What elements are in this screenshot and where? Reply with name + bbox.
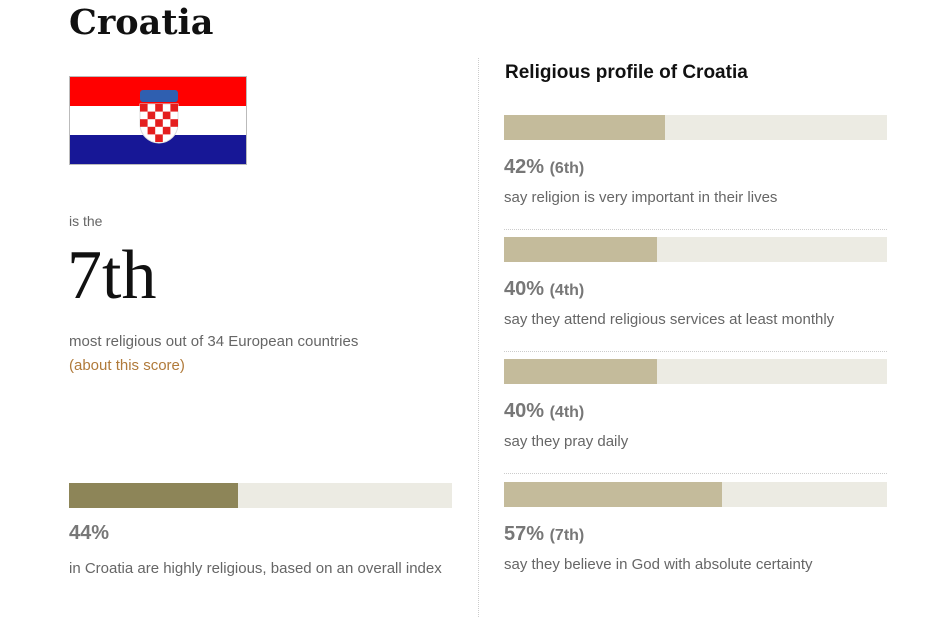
column-divider <box>478 58 479 617</box>
profile-bar <box>504 237 887 262</box>
profile-percent: 40% <box>504 278 545 300</box>
page-title: Croatia <box>69 2 214 43</box>
profile-description: say they attend religious services at le… <box>504 311 835 328</box>
profile-bar <box>504 115 887 140</box>
separator <box>504 473 887 474</box>
profile-description: say religion is very important in their … <box>504 189 778 206</box>
coat-of-arms-icon <box>139 90 179 144</box>
profile-description: say they believe in God with absolute ce… <box>504 556 813 573</box>
rank-suffix: most religious out of 34 European countr… <box>69 333 359 350</box>
profile-percent: 42% <box>504 156 545 178</box>
overall-description: in Croatia are highly religious, based o… <box>69 560 442 577</box>
profile-bar-fill <box>504 237 658 262</box>
profile-item: 40% (4th) say they attend religious serv… <box>504 237 887 359</box>
profile-item: 40% (4th) say they pray daily <box>504 359 887 481</box>
overall-bar <box>69 483 452 508</box>
profile-rank: (4th) <box>549 404 585 421</box>
separator <box>504 229 887 230</box>
profile-bar <box>504 359 887 384</box>
overall-bar-fill <box>69 483 238 508</box>
profile-bar <box>504 482 887 507</box>
rank-prefix: is the <box>69 213 103 229</box>
separator <box>504 351 887 352</box>
croatia-flag <box>69 76 247 165</box>
profile-bar-fill <box>504 359 658 384</box>
profile-rank: (7th) <box>549 527 585 544</box>
profile-item: 57% (7th) say they believe in God with a… <box>504 482 887 604</box>
profile-bar-fill <box>504 115 665 140</box>
profile-rank: (4th) <box>549 282 585 299</box>
profile-bar-fill <box>504 482 723 507</box>
profile-percent: 40% <box>504 400 545 422</box>
profile-description: say they pray daily <box>504 433 629 450</box>
rank-value: 7th <box>67 237 157 314</box>
profile-rank: (6th) <box>549 160 585 177</box>
profile-percent: 57% <box>504 523 545 545</box>
profile-item: 42% (6th) say religion is very important… <box>504 115 887 237</box>
profile-title: Religious profile of Croatia <box>505 62 748 83</box>
about-score-link[interactable]: (about this score) <box>69 357 185 374</box>
overall-percent: 44% <box>69 522 110 544</box>
